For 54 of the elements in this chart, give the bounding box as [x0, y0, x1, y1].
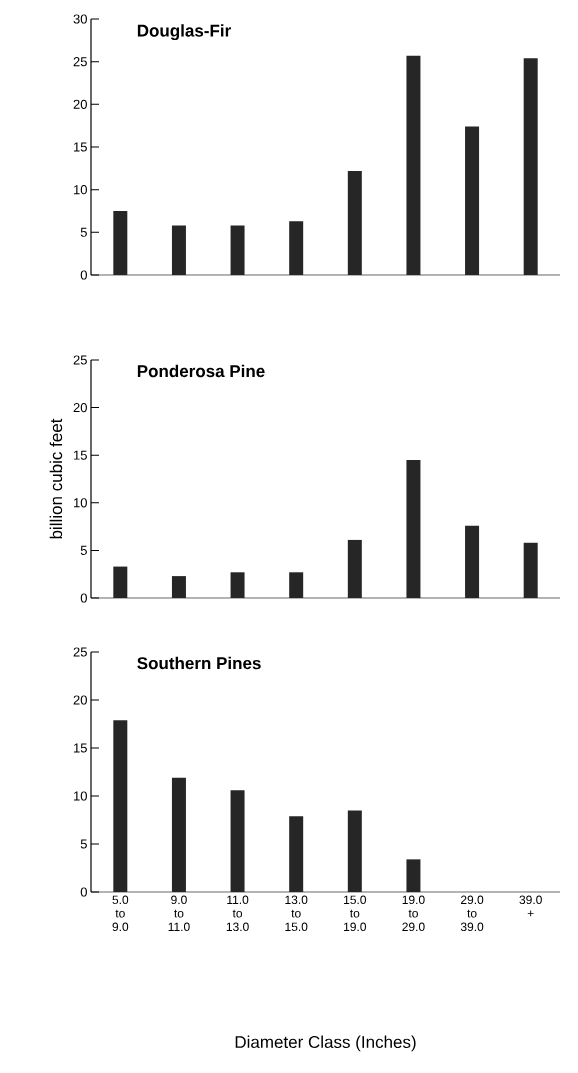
bar	[171, 576, 186, 598]
y-tick-label: 20	[73, 99, 87, 109]
x-tick-label: 29.0 to 39.0	[460, 895, 484, 932]
chart-title: Douglas-Fir	[137, 24, 231, 41]
x-axis-title: Diameter Class (Inches)	[235, 1035, 416, 1052]
bar	[113, 210, 128, 275]
bar	[289, 221, 304, 275]
y-tick-label: 10	[74, 791, 87, 801]
y-tick-label: 15	[73, 450, 87, 460]
x-tick-label: 5.0 to 9.0	[112, 895, 129, 932]
y-tick-label: 25	[73, 355, 87, 365]
bar	[347, 170, 362, 275]
y-tick-label: 25	[73, 57, 87, 67]
bar	[347, 810, 362, 892]
x-tick-label: 15.0 to 19.0	[344, 895, 367, 932]
chart-title: Ponderosa Pine	[137, 364, 265, 378]
y-tick-label: 0	[80, 270, 87, 280]
bar	[289, 816, 304, 892]
y-tick-label: 5	[80, 227, 87, 237]
bar	[523, 542, 538, 598]
y-tick-label: 5	[80, 839, 87, 849]
y-tick-label: 0	[80, 887, 87, 897]
x-tick-label: 19.0 to 29.0	[402, 895, 425, 932]
x-tick-label: 9.0 to 11.0	[168, 895, 190, 932]
x-tick-label: 11.0 to 13.0	[226, 895, 249, 932]
x-tick-label: 39.0 +	[519, 895, 542, 917]
bar	[230, 225, 245, 275]
bar	[230, 572, 245, 598]
x-tick-label: 13.0 to 15.0	[285, 895, 308, 932]
y-axis-title: billion cubic feet	[49, 418, 63, 539]
y-tick-label: 5	[80, 545, 87, 555]
bar	[230, 790, 245, 892]
bar	[465, 126, 480, 275]
bar	[406, 859, 421, 892]
bar	[347, 539, 362, 598]
bar	[465, 525, 480, 598]
bar	[171, 777, 186, 892]
y-tick-label: 20	[73, 695, 87, 705]
y-tick-label: 10	[74, 185, 87, 195]
y-tick-label: 10	[73, 498, 87, 508]
chart-title: Southern Pines	[137, 656, 261, 670]
y-tick-label: 20	[73, 402, 87, 413]
bar	[113, 720, 128, 892]
y-tick-label: 15	[74, 743, 87, 753]
bar	[289, 572, 304, 598]
y-tick-label: 15	[74, 142, 87, 152]
y-tick-label: 25	[73, 647, 87, 657]
y-tick-label: 30	[73, 14, 87, 24]
y-tick-label: 0	[80, 593, 87, 603]
bar	[113, 566, 128, 598]
bar	[523, 58, 538, 275]
bar	[406, 459, 421, 598]
bar	[406, 55, 421, 275]
bar	[171, 225, 186, 275]
